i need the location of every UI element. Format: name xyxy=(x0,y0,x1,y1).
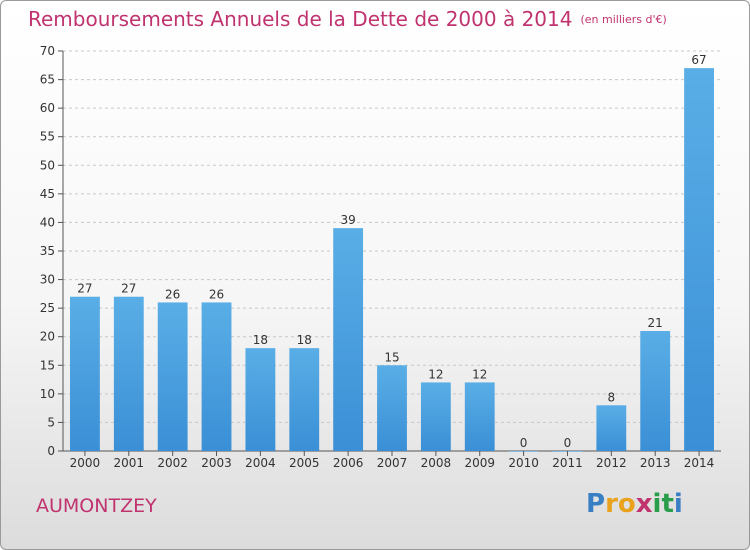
bar-value-label: 12 xyxy=(428,367,443,381)
bar-value-label: 27 xyxy=(77,282,92,296)
x-tick-label: 2014 xyxy=(684,456,715,470)
bar xyxy=(333,228,364,451)
bar-value-label: 12 xyxy=(472,367,487,381)
bar-value-label: 67 xyxy=(691,53,706,67)
bar-value-label: 21 xyxy=(648,316,663,330)
bar-value-label: 27 xyxy=(121,282,136,296)
logo-letter: i xyxy=(673,489,683,519)
bar xyxy=(464,382,495,451)
bar xyxy=(684,68,714,452)
y-tick-label: 40 xyxy=(40,215,55,229)
x-tick-label: 2006 xyxy=(333,456,364,470)
x-tick-label: 2010 xyxy=(508,456,539,470)
y-tick-label: 65 xyxy=(40,73,55,87)
bar xyxy=(245,348,276,451)
logo-letter: P xyxy=(586,489,606,519)
x-tick-label: 2005 xyxy=(289,456,320,470)
y-tick-label: 20 xyxy=(40,330,55,344)
x-tick-label: 2000 xyxy=(70,456,101,470)
proxiti-logo: Proxiti xyxy=(586,489,683,519)
bar xyxy=(113,296,144,451)
y-tick-label: 10 xyxy=(40,387,55,401)
location-name: AUMONTZEY xyxy=(36,495,157,517)
bar xyxy=(377,365,407,451)
y-tick-label: 25 xyxy=(40,301,55,315)
bar xyxy=(596,405,627,451)
logo-letter: r xyxy=(605,489,618,519)
bar xyxy=(640,331,671,451)
chart-title: Remboursements Annuels de la Dette de 20… xyxy=(28,7,667,31)
bar xyxy=(70,296,100,451)
x-tick-label: 2001 xyxy=(114,456,145,470)
y-tick-label: 60 xyxy=(40,101,55,115)
bar xyxy=(289,348,320,451)
chart-unit-note: (en milliers d'€) xyxy=(580,13,667,26)
bar-value-label: 15 xyxy=(384,350,399,364)
logo-letter: x xyxy=(635,489,653,519)
y-tick-label: 35 xyxy=(40,244,55,258)
x-tick-label: 2009 xyxy=(464,456,495,470)
bar xyxy=(157,302,188,451)
y-tick-label: 70 xyxy=(40,44,55,58)
bar-value-label: 0 xyxy=(564,436,572,450)
bar-value-label: 18 xyxy=(297,333,312,347)
x-tick-label: 2008 xyxy=(421,456,452,470)
y-tick-label: 30 xyxy=(40,273,55,287)
x-tick-label: 2012 xyxy=(596,456,627,470)
chart-title-text: Remboursements Annuels de la Dette de 20… xyxy=(28,7,573,31)
x-tick-label: 2004 xyxy=(245,456,276,470)
x-tick-label: 2007 xyxy=(377,456,408,470)
bar-value-label: 26 xyxy=(209,287,224,301)
bar xyxy=(201,302,232,451)
logo-letter: i xyxy=(652,489,662,519)
y-tick-label: 0 xyxy=(47,444,55,458)
y-tick-label: 50 xyxy=(40,158,55,172)
x-tick-label: 2003 xyxy=(201,456,232,470)
bar-value-label: 18 xyxy=(253,333,268,347)
bar xyxy=(420,382,451,451)
y-tick-label: 45 xyxy=(40,187,55,201)
bar-value-label: 39 xyxy=(340,213,355,227)
y-tick-label: 5 xyxy=(47,415,55,429)
x-tick-label: 2013 xyxy=(640,456,671,470)
x-tick-label: 2002 xyxy=(157,456,188,470)
x-tick-label: 2011 xyxy=(552,456,583,470)
bar-value-label: 0 xyxy=(520,436,528,450)
logo-letter: t xyxy=(661,489,674,519)
y-tick-label: 55 xyxy=(40,130,55,144)
bar-value-label: 26 xyxy=(165,287,180,301)
bar-value-label: 8 xyxy=(608,390,616,404)
logo-letter: o xyxy=(617,489,636,519)
y-tick-label: 15 xyxy=(40,358,55,372)
